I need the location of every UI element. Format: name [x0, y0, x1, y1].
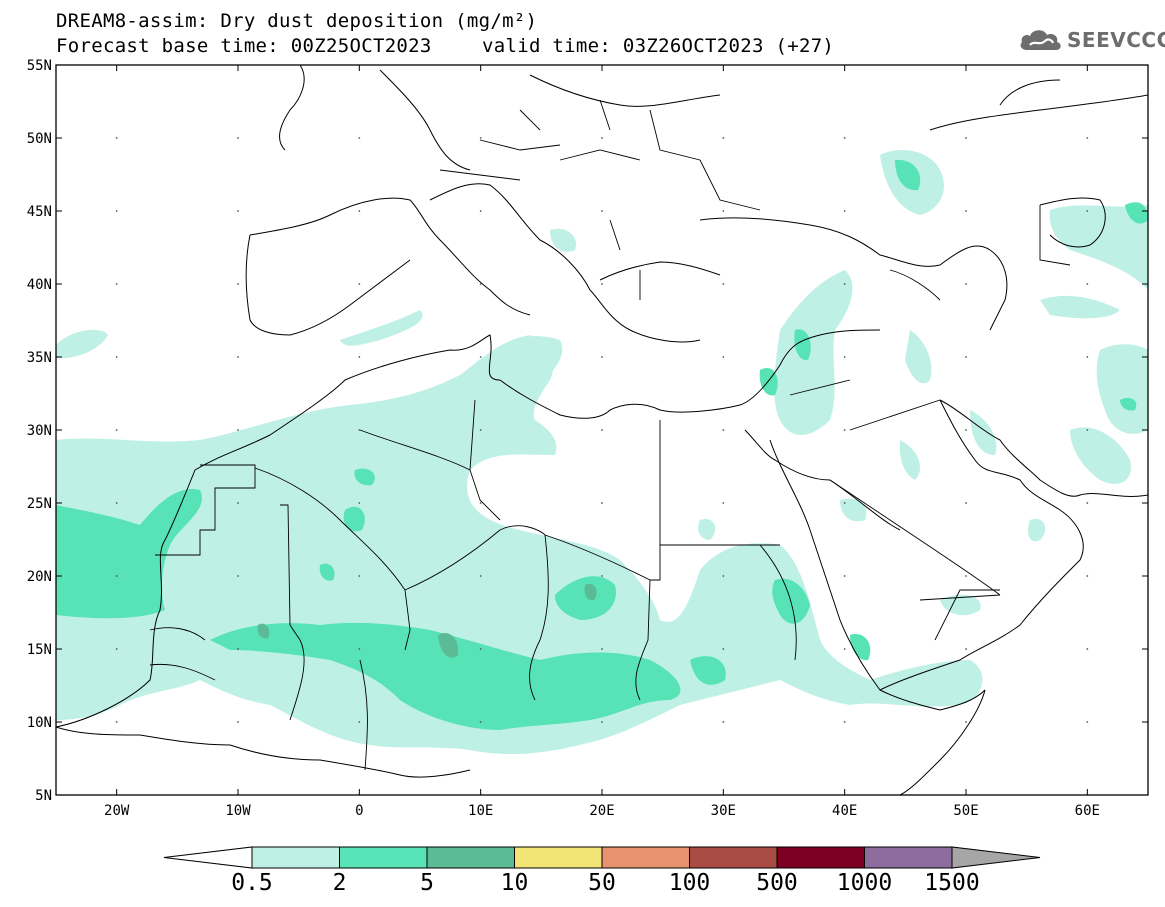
lat-label: 30N [27, 423, 52, 439]
lat-label: 10N [27, 715, 52, 731]
colorbar-label: 0.5 [231, 870, 273, 896]
seevccc-logo: SEEVCCC [1018, 26, 1165, 54]
deposition-5-10-areas [257, 583, 597, 658]
lat-label: 15N [27, 642, 52, 658]
colorbar-segment [426, 846, 515, 869]
lat-label: 20N [27, 569, 52, 585]
colorbar [163, 846, 1041, 869]
colorbar-label: 5 [420, 870, 434, 896]
lon-label: 40E [832, 803, 857, 819]
colorbar-label: 500 [756, 870, 798, 896]
logo-text: SEEVCCC [1067, 28, 1165, 52]
lon-label: 10W [225, 803, 251, 819]
colorbar-segment [776, 846, 865, 869]
lon-label: 30E [711, 803, 736, 819]
colorbar-label: 10 [500, 870, 529, 896]
colorbar-segment [689, 846, 778, 869]
colorbar-over-arrow [951, 846, 1041, 869]
coastlines [56, 65, 1148, 795]
lat-label: 25N [27, 496, 52, 512]
lat-label: 55N [27, 58, 52, 74]
colorbar-label: 100 [668, 870, 711, 896]
lat-label: 45N [27, 204, 52, 220]
lat-label: 5N [35, 788, 52, 804]
graticule [56, 64, 1148, 796]
forecast-base-time: Forecast base time: 00Z25OCT2023 [56, 35, 432, 57]
colorbar-under-arrow [163, 846, 253, 869]
colorbar-segment [601, 846, 690, 869]
cloud-logo-icon [1020, 30, 1061, 50]
colorbar-segment [514, 846, 603, 869]
lon-label: 20E [589, 803, 614, 819]
map-canvas [56, 65, 1148, 795]
lon-label: 60E [1075, 803, 1100, 819]
lon-label: 20W [104, 803, 130, 819]
lon-label: 10E [468, 803, 493, 819]
colorbar-label: 1500 [924, 870, 980, 896]
colorbar-label: 1000 [836, 870, 893, 896]
colorbar-label: 50 [588, 870, 616, 896]
title-line-1: DREAM8-assim: Dry dust deposition (mg/m²… [56, 10, 538, 32]
lat-label: 40N [27, 277, 52, 293]
colorbar-segment [339, 846, 428, 869]
lon-label: 50E [953, 803, 978, 819]
latitude-labels: 55N 50N 45N 40N 35N 30N 25N 20N 15N 10N 5N [27, 58, 52, 804]
lat-label: 35N [27, 350, 52, 366]
valid-time: valid time: 03Z26OCT2023 (+27) [482, 35, 835, 57]
colorbar-segment [864, 846, 953, 869]
country-borders [149, 99, 1071, 771]
colorbar-label: 2 [332, 870, 347, 896]
longitude-labels: 20W 10W 0 10E 20E 30E 40E 50E 60E [104, 803, 1100, 819]
lon-label: 0 [355, 803, 363, 819]
lat-label: 50N [27, 131, 52, 147]
colorbar-segment [251, 846, 340, 869]
